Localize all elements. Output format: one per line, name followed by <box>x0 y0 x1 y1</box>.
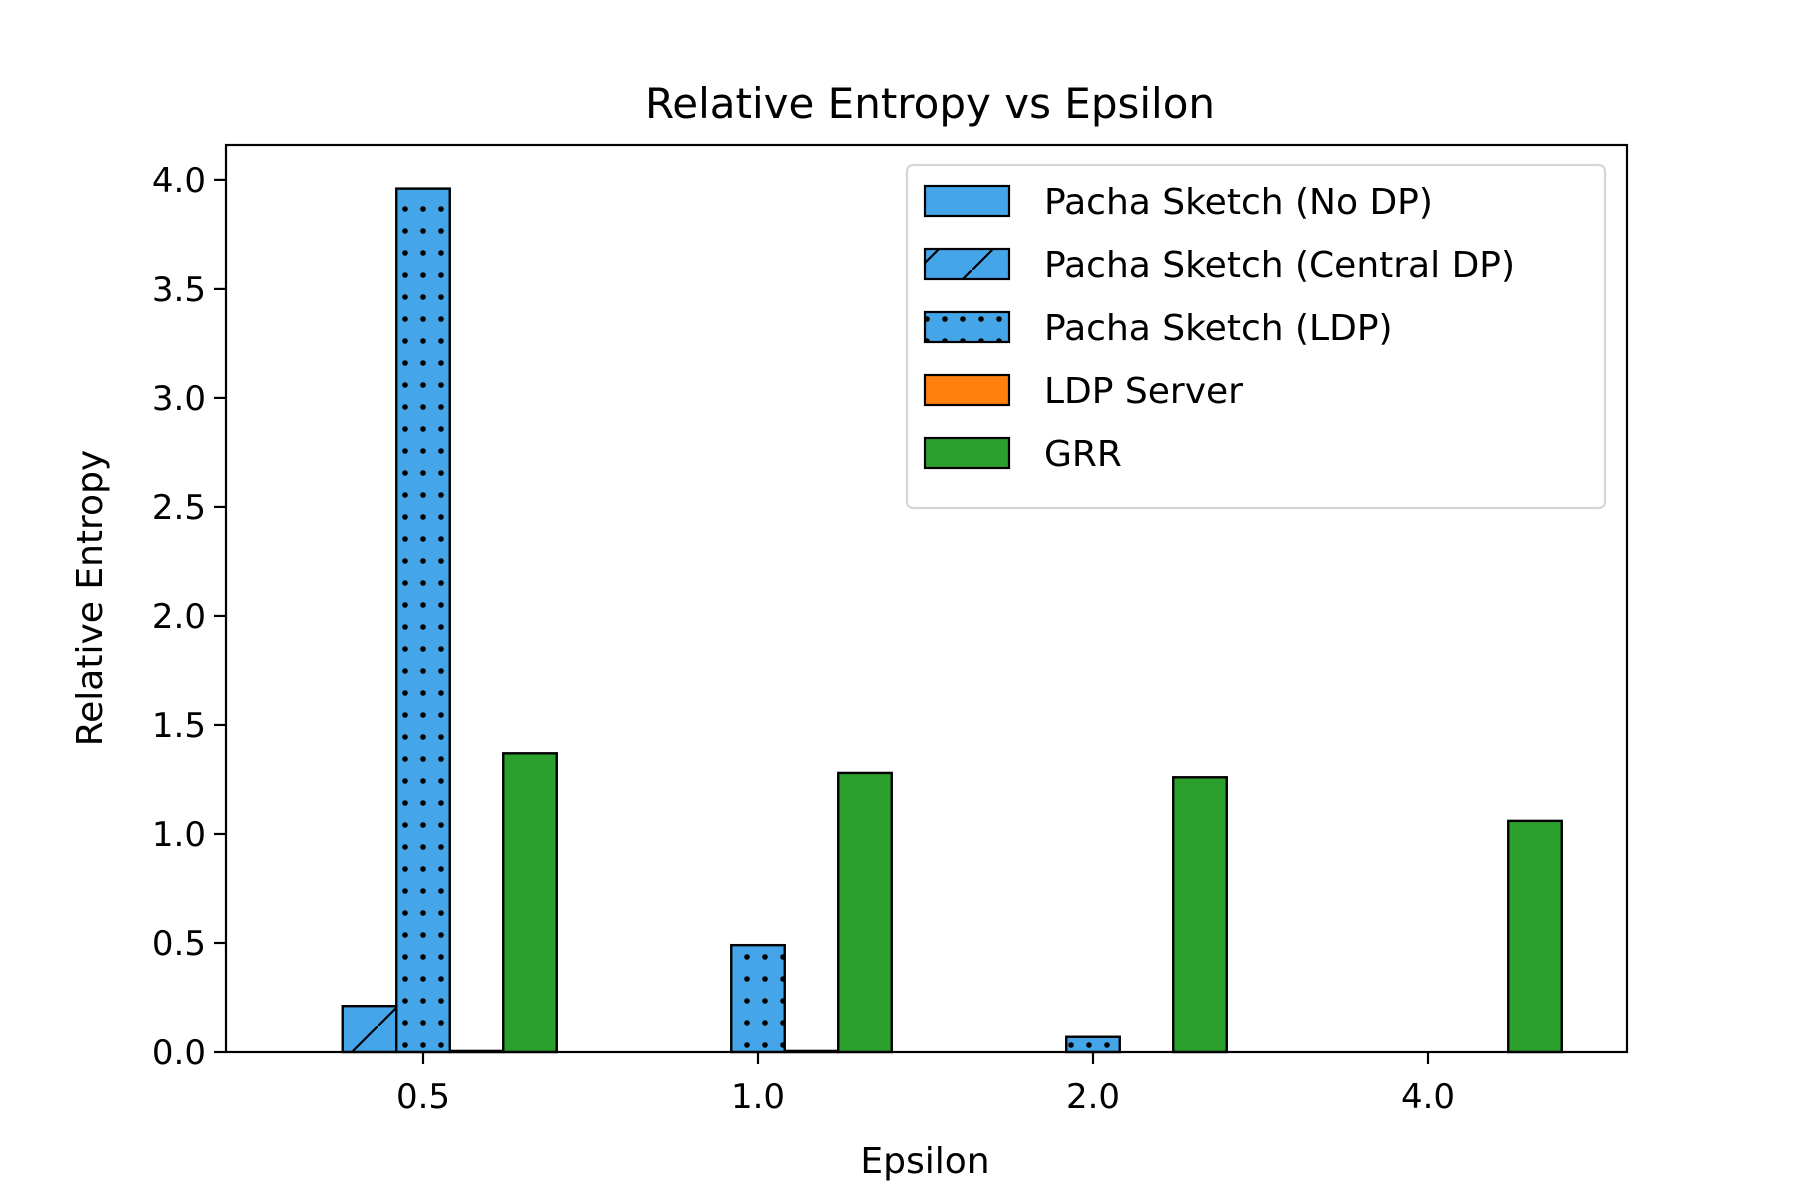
x-tick-label: 0.5 <box>396 1077 450 1117</box>
bar <box>730 943 786 1054</box>
legend-label: Pacha Sketch (Central DP) <box>1044 245 1515 286</box>
y-tick-label: 0.5 <box>152 924 206 964</box>
legend-swatch <box>923 247 1011 281</box>
legend-label: LDP Server <box>1044 371 1243 412</box>
bar <box>341 1005 398 1054</box>
x-tick-label: 1.0 <box>731 1077 785 1117</box>
x-tick-label: 2.0 <box>1066 1077 1120 1117</box>
plot-frame <box>224 143 1629 1054</box>
y-axis-label: Relative Entropy <box>70 450 111 747</box>
x-axis-label: Epsilon <box>860 1141 989 1182</box>
chart-title: Relative Entropy vs Epsilon <box>645 79 1215 128</box>
legend-item: Pacha Sketch (LDP) <box>923 308 1393 349</box>
bar <box>502 752 558 1054</box>
legend-label: Pacha Sketch (LDP) <box>1044 308 1393 349</box>
bar <box>1507 819 1563 1054</box>
legend: Pacha Sketch (No DP) Pacha Sketch (Centra… <box>905 163 1607 510</box>
legend-swatch <box>923 184 1011 218</box>
bar <box>1172 776 1228 1054</box>
y-tick-label: 2.5 <box>152 488 206 528</box>
x-tick-label: 4.0 <box>1401 1077 1455 1117</box>
y-tick-label: 3.0 <box>152 379 206 419</box>
bar <box>1065 1035 1121 1054</box>
plot-area <box>341 187 1563 1054</box>
y-tick-label: 0.0 <box>152 1033 206 1073</box>
y-tick-label: 3.5 <box>152 270 206 310</box>
legend-swatch <box>923 310 1011 344</box>
legend-swatch <box>923 436 1011 470</box>
legend-item: Pacha Sketch (Central DP) <box>923 245 1515 286</box>
y-tick-label: 1.5 <box>152 706 206 746</box>
y-axis: 0.0 0.5 1.0 1.5 2.0 2.5 3.0 3.5 4.0 <box>152 161 226 1073</box>
legend-item: LDP Server <box>923 371 1243 412</box>
legend-label: Pacha Sketch (No DP) <box>1044 182 1433 223</box>
legend-item: GRR <box>923 434 1122 475</box>
legend-item: Pacha Sketch (No DP) <box>923 182 1433 223</box>
x-axis: 0.5 1.0 2.0 4.0 <box>396 1052 1455 1117</box>
legend-label: GRR <box>1044 434 1122 475</box>
legend-swatch <box>923 373 1011 407</box>
y-tick-label: 4.0 <box>152 161 206 201</box>
y-tick-label: 1.0 <box>152 815 206 855</box>
bar <box>395 187 451 1054</box>
legend-box <box>905 163 1607 510</box>
bar <box>837 771 893 1054</box>
y-tick-label: 2.0 <box>152 597 206 637</box>
